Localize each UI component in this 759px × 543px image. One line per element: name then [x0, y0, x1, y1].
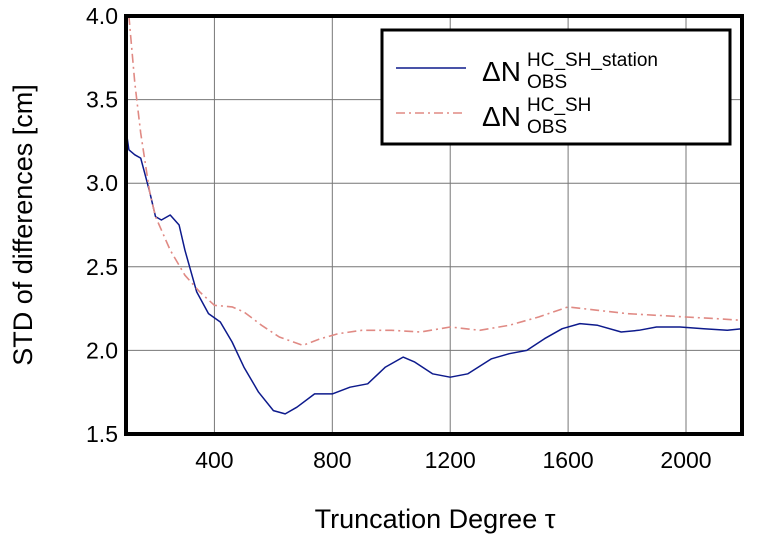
y-tick-label: 4.0 [86, 3, 118, 29]
x-axis-label: Truncation Degree τ [315, 504, 556, 534]
legend-superscript: HC_SH [527, 95, 591, 116]
data-line [126, 129, 742, 415]
x-tick-label: 1200 [425, 447, 476, 473]
y-tick-label: 3.5 [86, 87, 118, 113]
x-tick-label: 800 [313, 447, 351, 473]
legend-superscript: HC_SH_station [527, 50, 658, 71]
legend-label: ΔN [482, 56, 521, 87]
y-tick-label: 2.0 [86, 337, 118, 363]
x-tick-label: 1600 [543, 447, 594, 473]
legend-box [380, 28, 732, 146]
legend-subscript: OBS [527, 117, 567, 138]
x-tick-label: 2000 [660, 447, 711, 473]
y-tick-label: 2.5 [86, 254, 118, 280]
legend-label: ΔN [482, 101, 521, 132]
plot-frame [124, 14, 744, 436]
x-tick-label: 400 [195, 447, 233, 473]
plot-lines [126, 16, 742, 415]
y-tick-label: 1.5 [86, 421, 118, 447]
legend-subscript: OBS [527, 72, 567, 93]
y-axis-label: STD of differences [cm] [8, 84, 38, 366]
data-line [128, 16, 742, 347]
y-tick-label: 3.0 [86, 170, 118, 196]
